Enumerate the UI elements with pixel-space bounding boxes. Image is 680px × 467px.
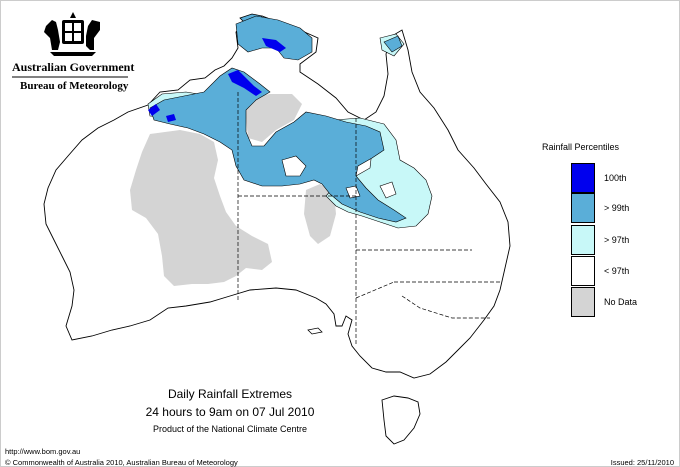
header-divider <box>12 76 128 78</box>
map-title: Daily Rainfall Extremes <box>167 387 293 401</box>
legend-item-100th: 100th <box>571 163 680 193</box>
issued-date: Issued: 25/11/2010 <box>610 458 674 467</box>
government-name: Australian Government <box>12 60 135 74</box>
agency-name: Bureau of Meteorology <box>20 80 129 92</box>
percentile-99-region <box>149 15 407 223</box>
below-97-patches <box>281 155 397 199</box>
legend-swatch <box>571 163 595 193</box>
legend-swatch <box>571 287 595 317</box>
legend-label: No Data <box>604 297 638 307</box>
legend-title: Rainfall Percentiles <box>542 142 620 152</box>
island-kangaroo <box>307 327 323 335</box>
legend-item-97th: > 97th <box>571 225 680 255</box>
legend-label: > 99th <box>604 203 630 213</box>
legend-swatch <box>571 225 595 255</box>
tasmania-outline <box>381 395 421 445</box>
source-url[interactable]: http://www.bom.gov.au <box>5 447 81 456</box>
coat-of-arms-icon <box>44 12 100 56</box>
legend-label: > 97th <box>604 235 630 245</box>
map-subtitle: 24 hours to 9am on 07 Jul 2010 <box>145 405 315 419</box>
legend-label: < 97th <box>604 266 630 276</box>
no-data-regions <box>130 94 336 286</box>
legend-swatch <box>571 193 595 223</box>
legend-swatch <box>571 256 595 286</box>
percentile-100-spots <box>148 38 286 122</box>
legend-item-below-97th: < 97th <box>571 256 680 286</box>
state-borders <box>237 92 500 346</box>
copyright-text: © Commonwealth of Australia 2010, Austra… <box>5 458 238 467</box>
legend-label: 100th <box>604 173 627 183</box>
legend-item-99th: > 99th <box>571 193 680 223</box>
map-note: Product of the National Climate Centre <box>152 424 308 434</box>
legend-item-no-data: No Data <box>571 287 680 317</box>
